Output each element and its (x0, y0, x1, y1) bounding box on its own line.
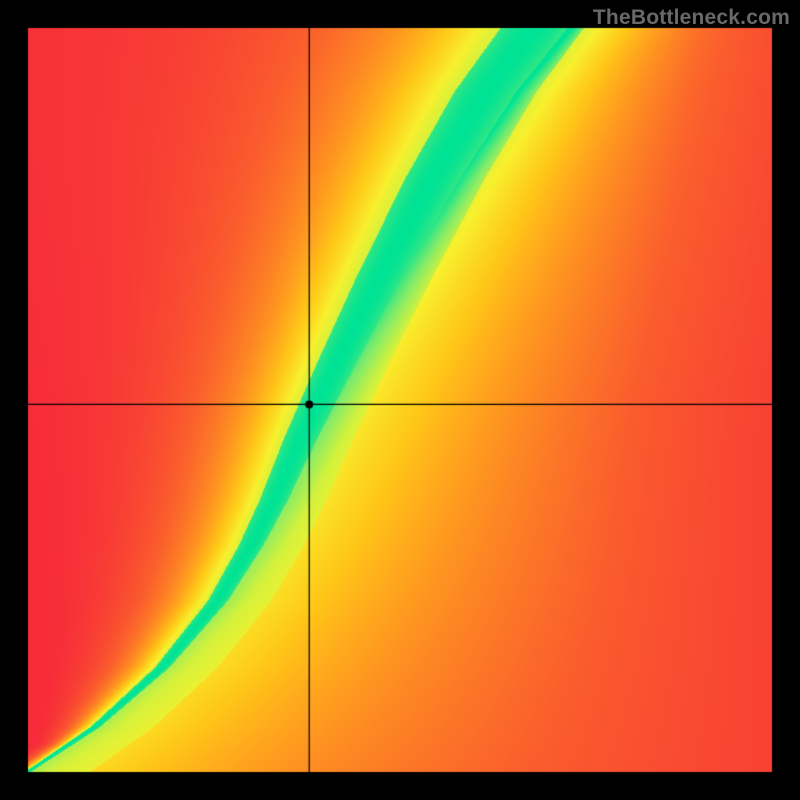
watermark-text: TheBottleneck.com (593, 6, 790, 30)
bottleneck-heatmap (0, 0, 800, 800)
chart-container: TheBottleneck.com (0, 0, 800, 800)
